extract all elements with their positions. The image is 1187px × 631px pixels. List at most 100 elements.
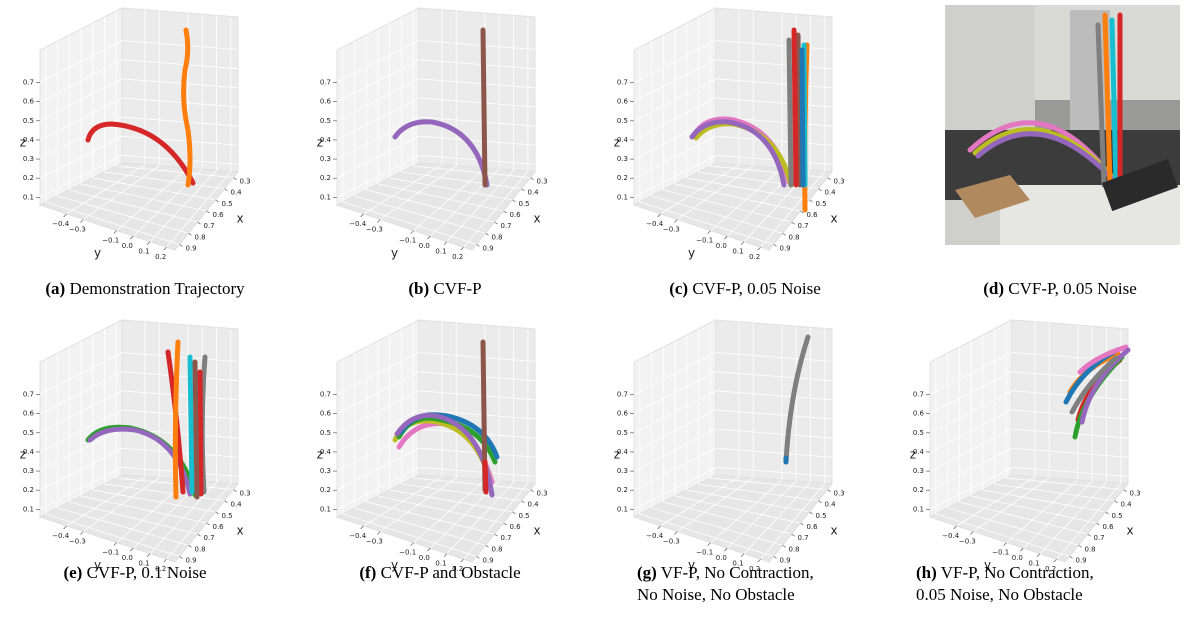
grid-line bbox=[1056, 328, 1122, 560]
z-tick-label: 0.2 bbox=[23, 486, 34, 494]
grid-line bbox=[39, 154, 239, 198]
caption-text: VF-P, No Contraction, bbox=[941, 563, 1094, 582]
caption-line: (g) VF-P, No Contraction, bbox=[637, 563, 814, 582]
trajectory bbox=[197, 369, 204, 497]
caption: (d) CVF-P, 0.05 Noise bbox=[983, 279, 1137, 298]
y-tick-label: −0.4 bbox=[52, 532, 70, 540]
x-axis-label: x bbox=[237, 524, 244, 538]
x-tick-label: 0.3 bbox=[537, 178, 548, 186]
grid-line bbox=[677, 10, 754, 220]
z-tick-label: 0.1 bbox=[617, 505, 628, 513]
z-tick-label: 0.4 bbox=[320, 136, 332, 144]
grid-line bbox=[389, 23, 513, 201]
z-tick-label: 0.7 bbox=[617, 391, 628, 399]
grid-line bbox=[929, 428, 1129, 472]
x-tick-label: 0.9 bbox=[186, 244, 197, 252]
tick-mark bbox=[233, 489, 237, 492]
trajectory bbox=[480, 27, 488, 188]
plot-3d: 0.1 0.2 0.3 0.4 0.5 0.6 0.7 −0.4−0.3 −0.10.0 0.1 0… bbox=[20, 7, 251, 261]
plot-3d: 0.1 0.2 0.3 0.4 0.5 0.6 0.7 −0.4−0.3 −0.10.0 0.1 0… bbox=[614, 319, 845, 573]
x-tick-label: 0.9 bbox=[483, 556, 494, 564]
caption-line: No Noise, No Obstacle bbox=[637, 585, 795, 604]
y-axis-label: y bbox=[688, 558, 695, 572]
tick-mark bbox=[791, 533, 795, 537]
caption-label: (d) bbox=[983, 279, 1004, 298]
tick-mark bbox=[530, 177, 534, 180]
grid-line bbox=[686, 335, 810, 513]
y-tick-label: 0.2 bbox=[452, 565, 463, 573]
trajectory bbox=[791, 27, 799, 188]
x-tick-label: 0.6 bbox=[213, 211, 225, 219]
tick-mark bbox=[1114, 500, 1118, 503]
z-tick-label: 0.1 bbox=[23, 505, 34, 513]
tick-mark bbox=[197, 533, 201, 537]
x-tick-label: 0.7 bbox=[501, 534, 512, 542]
tick-mark bbox=[427, 235, 431, 240]
z-axis-label: z bbox=[20, 448, 26, 462]
trajectory bbox=[795, 32, 803, 188]
y-tick-label: 0.2 bbox=[1045, 565, 1056, 573]
grid-line bbox=[39, 116, 239, 160]
tick-mark bbox=[657, 525, 661, 530]
trajectory bbox=[786, 37, 794, 188]
y-tick-label: 0.0 bbox=[716, 242, 727, 250]
grid-line bbox=[336, 97, 536, 141]
caption-line: 0.05 Noise, No Obstacle bbox=[916, 585, 1083, 604]
x-tick-label: 0.4 bbox=[528, 189, 540, 197]
x-axis-label: x bbox=[831, 212, 838, 226]
tick-mark bbox=[757, 247, 761, 251]
y-tick-label: 0.1 bbox=[1028, 560, 1039, 568]
trajectory bbox=[85, 121, 196, 186]
grid-line bbox=[68, 347, 198, 535]
grid-line bbox=[633, 466, 833, 510]
tick-mark bbox=[215, 199, 219, 203]
tick-mark bbox=[707, 230, 711, 234]
tick-mark bbox=[233, 177, 237, 180]
trajectory bbox=[187, 354, 195, 495]
grid-line bbox=[430, 14, 500, 237]
z-tick-label: 0.6 bbox=[913, 410, 925, 418]
grid-line bbox=[1006, 325, 1079, 543]
grid-line bbox=[354, 41, 486, 234]
tick-mark bbox=[782, 233, 786, 236]
tick-mark bbox=[1069, 556, 1073, 559]
trajectory bbox=[192, 359, 200, 500]
y-tick-label: −0.1 bbox=[696, 237, 713, 245]
tick-mark bbox=[1096, 522, 1100, 526]
tick-mark bbox=[80, 531, 84, 535]
x-tick-label: 0.4 bbox=[825, 501, 837, 509]
grid-line bbox=[149, 15, 217, 242]
z-tick-label: 0.1 bbox=[320, 193, 331, 201]
z-tick-label: 0.3 bbox=[617, 155, 628, 163]
x-tick-label: 0.4 bbox=[231, 189, 243, 197]
y-tick-label: −0.1 bbox=[102, 549, 119, 557]
tick-mark bbox=[818, 500, 822, 503]
z-tick-label: 0.6 bbox=[320, 410, 332, 418]
tick-mark bbox=[130, 235, 134, 240]
z-tick-label: 0.2 bbox=[617, 486, 628, 494]
grid-line bbox=[57, 41, 189, 234]
x-tick-label: 0.9 bbox=[1076, 556, 1087, 564]
z-tick-label: 0.6 bbox=[23, 410, 35, 418]
grid-line bbox=[929, 352, 1129, 395]
x-tick-label: 0.3 bbox=[834, 490, 845, 498]
pane-floor bbox=[928, 474, 1129, 563]
caption: (h) VF-P, No Contraction, 0.05 Noise, No … bbox=[916, 563, 1094, 604]
y-tick-label: 0.1 bbox=[138, 248, 149, 256]
tick-mark bbox=[503, 210, 507, 214]
grid-line bbox=[342, 47, 477, 245]
tick-mark bbox=[113, 230, 117, 234]
z-axis-label: z bbox=[910, 448, 916, 462]
grid-line bbox=[956, 321, 1036, 527]
x-tick-label: 0.5 bbox=[1112, 512, 1123, 520]
grid-line bbox=[633, 428, 833, 472]
tick-mark bbox=[1020, 547, 1024, 552]
z-tick-label: 0.6 bbox=[23, 98, 35, 106]
y-tick-label: −0.4 bbox=[349, 220, 367, 228]
y-tick-label: −0.3 bbox=[663, 537, 680, 545]
grid-line bbox=[39, 59, 239, 103]
z-tick-label: 0.3 bbox=[913, 467, 924, 475]
grid-line bbox=[166, 16, 232, 248]
grid-line bbox=[363, 9, 443, 215]
grid-line bbox=[970, 341, 1097, 524]
